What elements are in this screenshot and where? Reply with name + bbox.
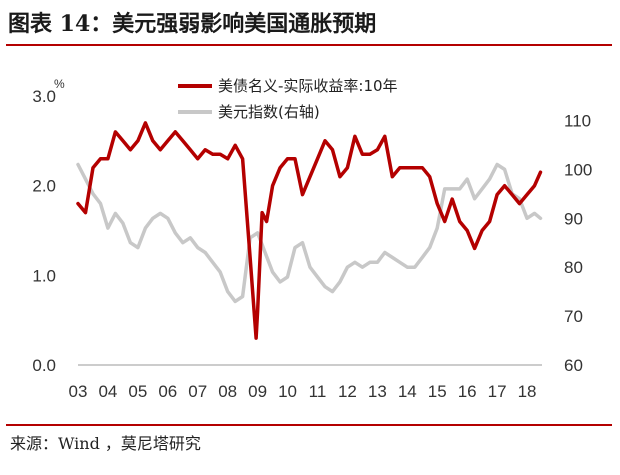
chart: 美债名义-实际收益率:10年 美元指数(右轴) % 0.0 1.0 2.0 3.0 60… xyxy=(32,77,592,401)
x-tick-label: 18 xyxy=(518,382,537,401)
x-tick-label: 05 xyxy=(128,382,147,401)
x-tick-label: 13 xyxy=(368,382,387,401)
title-rule xyxy=(6,44,612,46)
y-right-tick-label: 100 xyxy=(564,160,592,179)
x-tick-label: 07 xyxy=(188,382,207,401)
x-tick-label: 17 xyxy=(488,382,507,401)
legend-label-series-2: 美元指数(右轴) xyxy=(218,103,320,121)
x-tick-label: 10 xyxy=(278,382,297,401)
y-right-tick-label: 110 xyxy=(564,111,591,130)
series-lines xyxy=(76,121,543,340)
y-left-tick-label: 2.0 xyxy=(32,177,56,196)
legend-label-series-1: 美债名义-实际收益率:10年 xyxy=(218,77,398,95)
x-tick-label: 09 xyxy=(248,382,267,401)
x-tick-label: 14 xyxy=(398,382,417,401)
source-rule xyxy=(6,424,612,426)
series-line-1 xyxy=(76,121,543,340)
x-tick-label: 08 xyxy=(218,382,237,401)
y-left-tick-label: 0.0 xyxy=(32,356,56,375)
source-note: 来源：Wind ，莫尼塔研究 xyxy=(10,434,201,453)
x-tick-label: 16 xyxy=(458,382,477,401)
y-left-tick-label: 1.0 xyxy=(32,266,56,285)
x-tick-label: 06 xyxy=(158,382,177,401)
x-tick-label: 12 xyxy=(338,382,357,401)
x-tick-label: 04 xyxy=(98,382,117,401)
legend: 美债名义-实际收益率:10年 美元指数(右轴) xyxy=(178,77,398,121)
axes: 0.0 1.0 2.0 3.0 60 70 80 90 100 110 03 04 05 06 07 08 09… xyxy=(32,87,592,401)
y-right-tick-label: 90 xyxy=(564,209,583,228)
figure-title: 图表 14：美元强弱影响美国通胀预期 xyxy=(8,11,377,37)
y-right-tick-label: 80 xyxy=(564,258,583,277)
y-left-tick-label: 3.0 xyxy=(32,87,56,106)
left-axis-unit: % xyxy=(54,77,65,91)
series-line-2 xyxy=(76,162,543,304)
y-right-tick-label: 70 xyxy=(564,307,583,326)
x-tick-label: 15 xyxy=(428,382,447,401)
x-tick-label: 03 xyxy=(69,382,88,401)
x-tick-label: 11 xyxy=(309,382,327,401)
y-right-tick-label: 60 xyxy=(564,356,583,375)
